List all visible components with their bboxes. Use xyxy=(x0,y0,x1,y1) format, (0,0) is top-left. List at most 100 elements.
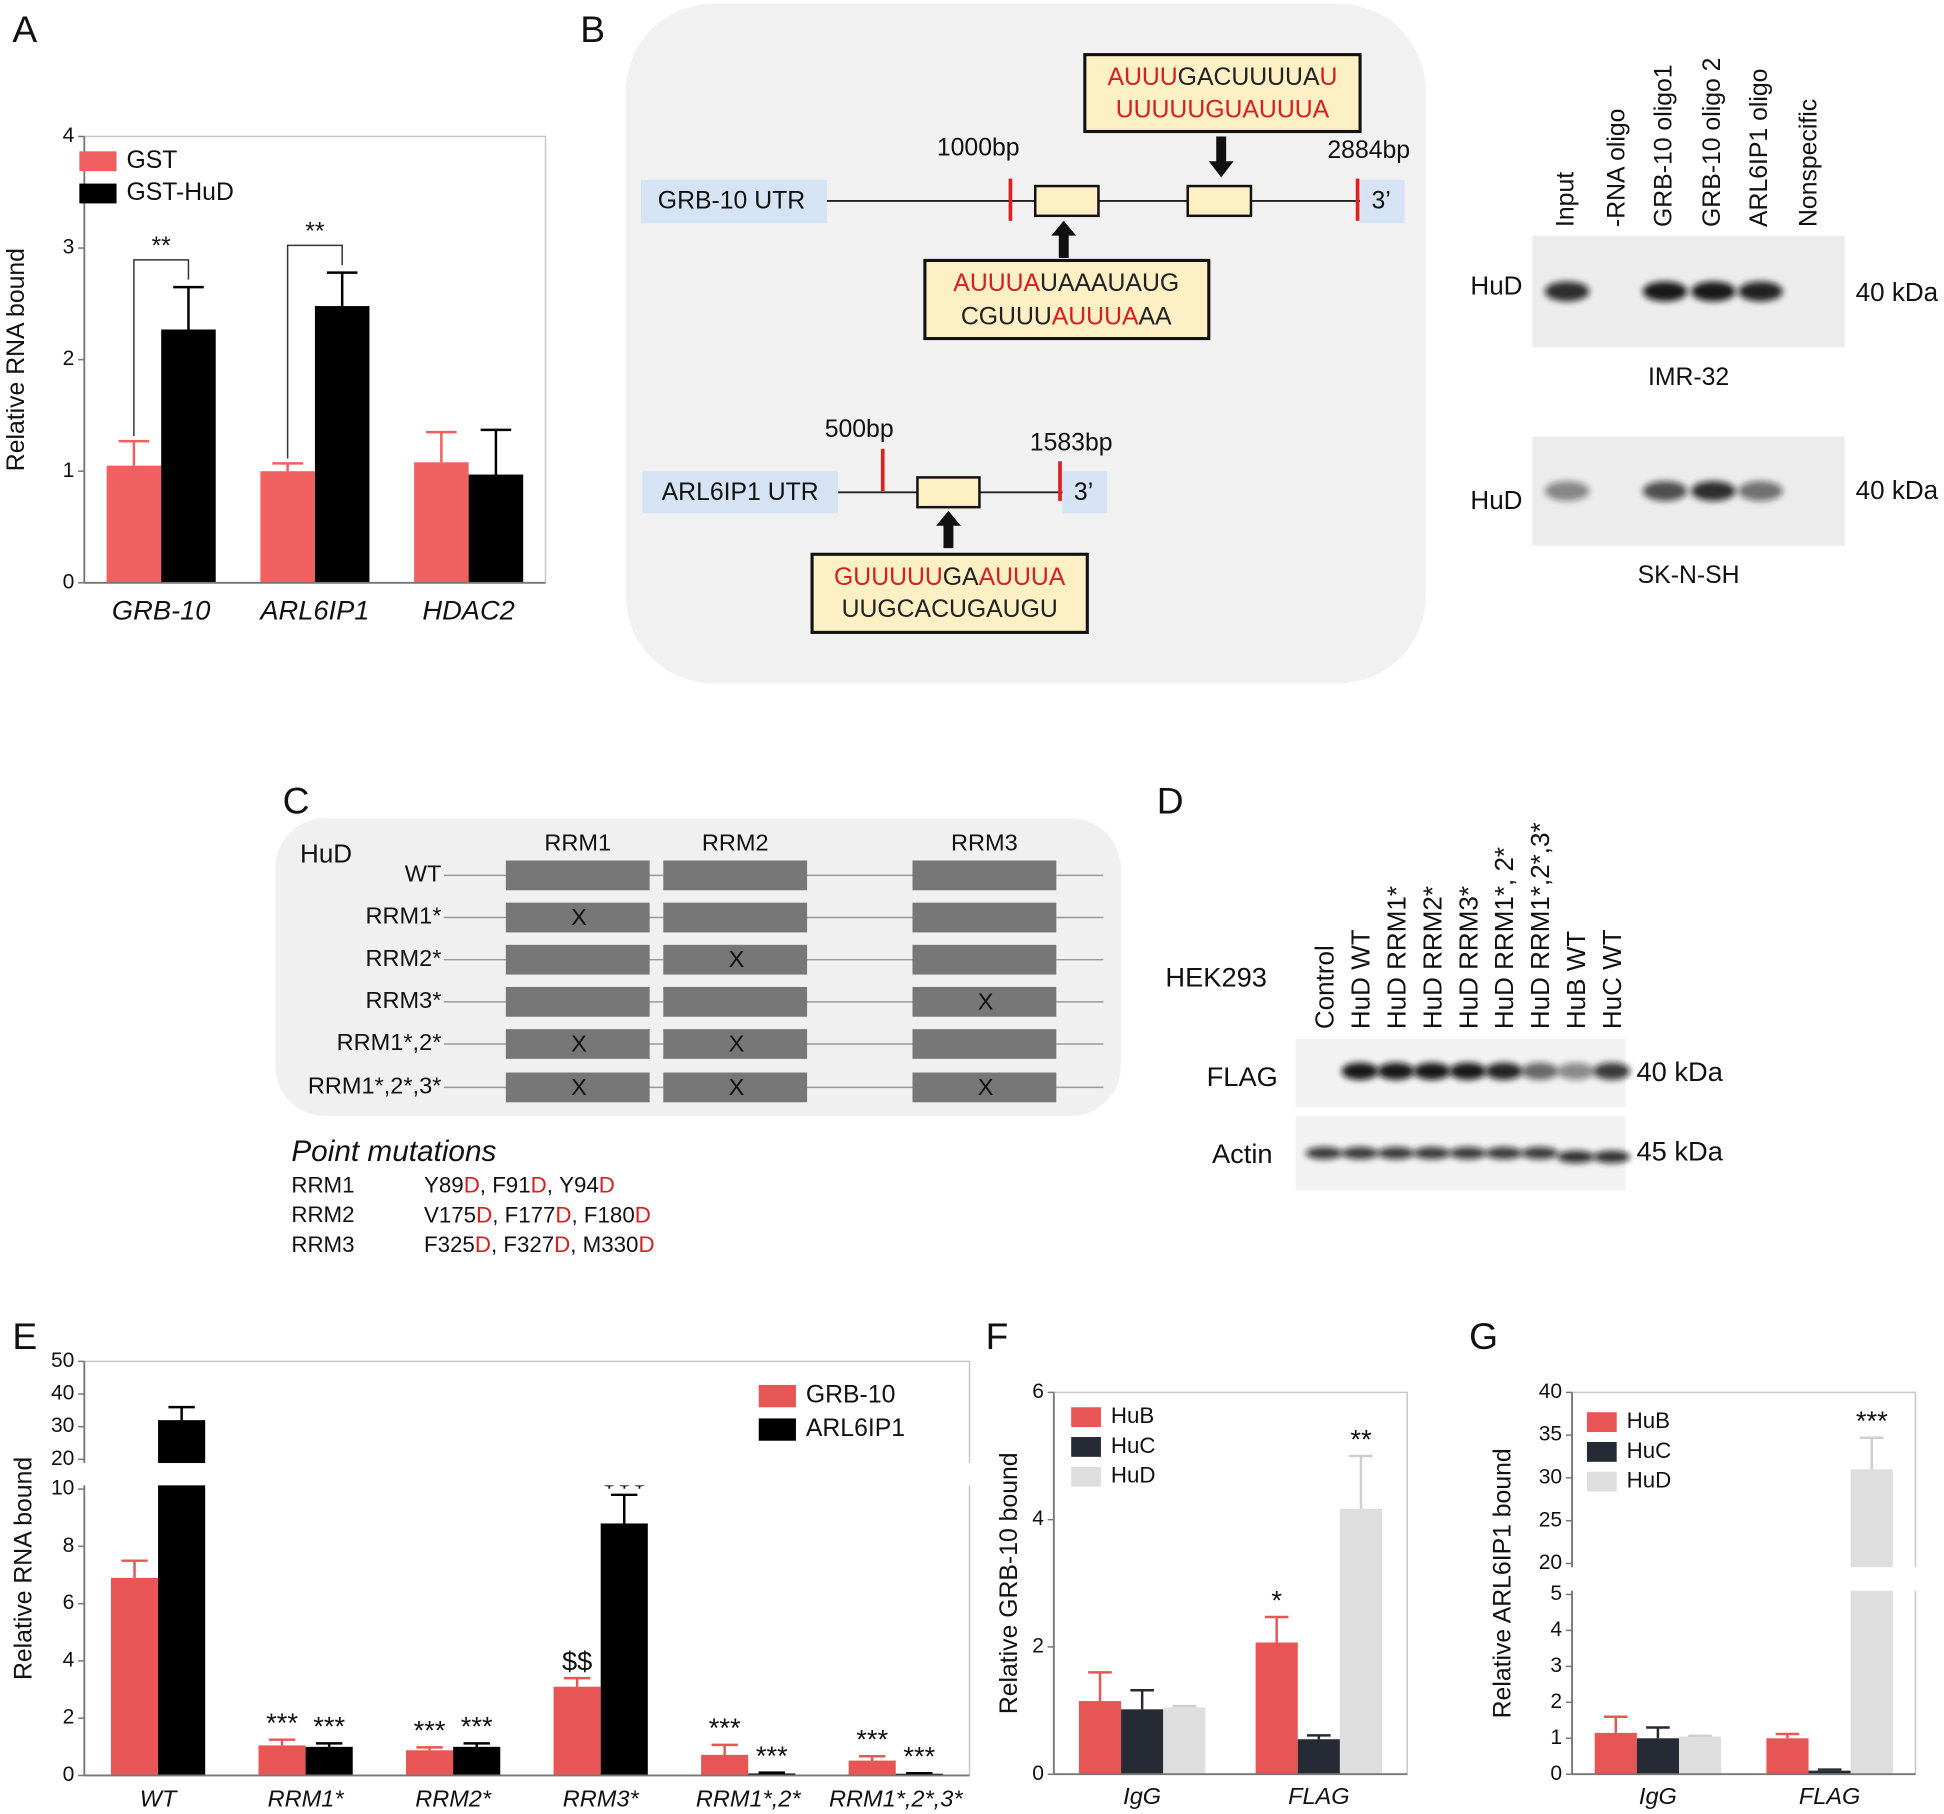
legend-swatch xyxy=(1586,1412,1617,1433)
blot-protein: HuD xyxy=(1470,485,1522,515)
sequence-segment: AUUUA xyxy=(1052,303,1139,330)
bar xyxy=(414,462,469,583)
mutation-separator: , xyxy=(570,1232,582,1257)
significance-label: ** xyxy=(152,233,172,260)
panel-label: A xyxy=(12,8,37,50)
blot-protein: HuD xyxy=(1470,271,1522,301)
axis-break xyxy=(1564,1567,1923,1591)
legend-label: GST-HuD xyxy=(126,179,233,206)
lane-label: Input xyxy=(1553,172,1580,227)
sequence-box xyxy=(1083,53,1362,134)
sequence: AUUUGACUUUUAU xyxy=(1107,64,1337,91)
mutation-residue: F327 xyxy=(503,1232,554,1257)
blot-band xyxy=(1485,1062,1523,1080)
y-tick-label: 30 xyxy=(1539,1465,1562,1488)
error-bar xyxy=(1264,1615,1289,1643)
utr-label: ARL6IP1 UTR xyxy=(662,479,819,506)
x-tick-label: GRB-10 xyxy=(112,595,211,626)
x-tick-label: FLAG xyxy=(1799,1783,1861,1809)
error-bar xyxy=(1603,1715,1628,1733)
position-label: 1000bp xyxy=(937,134,1020,161)
error-bar xyxy=(326,271,358,307)
error-bar xyxy=(118,439,150,466)
mutation-domain: RRM3 xyxy=(291,1232,354,1257)
lane-label: HuD RRM3* xyxy=(1453,886,1483,1029)
significance-label: * xyxy=(1271,1584,1282,1615)
error-bar xyxy=(426,430,457,463)
domain-box xyxy=(663,944,808,975)
legend-swatch xyxy=(79,183,117,204)
panel-b-background xyxy=(626,3,1426,684)
bar xyxy=(1255,1642,1298,1775)
blot-band xyxy=(1544,281,1590,302)
legend-label: HuC xyxy=(1111,1433,1156,1458)
blot-band xyxy=(1691,481,1736,501)
bar xyxy=(110,1577,159,1776)
sequence: UUUUUGUAUUUA xyxy=(1116,96,1330,123)
y-tick-label: 2 xyxy=(1550,1690,1562,1713)
y-tick-label: 25 xyxy=(1539,1508,1562,1531)
sequence-segment: UUGCACUGAUGU xyxy=(842,596,1058,623)
are-box xyxy=(1033,184,1100,218)
error-bar xyxy=(1349,1454,1373,1509)
legend-swatch xyxy=(758,1384,796,1408)
panel-label: F xyxy=(986,1315,1009,1357)
panel-label: E xyxy=(12,1315,37,1357)
utr-label-box xyxy=(640,179,827,224)
legend-label: HuB xyxy=(1111,1403,1154,1428)
lane-label: GRB-10 oligo1 xyxy=(1651,64,1678,227)
mutation-residue: F177 xyxy=(505,1202,556,1227)
y-tick-label: 0 xyxy=(63,570,75,593)
y-tick-label: 4 xyxy=(63,124,75,147)
blot-band xyxy=(1593,1062,1631,1080)
bar xyxy=(600,1523,648,1776)
y-tick-label: 30 xyxy=(51,1414,74,1437)
error-bar xyxy=(272,462,303,472)
mutation-mark: X xyxy=(729,1030,745,1056)
significance-label: *** xyxy=(313,1711,345,1742)
significance-label: *** xyxy=(856,1724,888,1755)
legend-label: HuD xyxy=(1627,1468,1672,1493)
panel-label: B xyxy=(580,8,605,50)
bar xyxy=(748,1773,796,1776)
legend-swatch xyxy=(1071,1407,1101,1428)
mutation-separator: , xyxy=(492,1202,504,1227)
y-tick-label: 35 xyxy=(1539,1423,1562,1446)
significance-bracket xyxy=(286,244,343,459)
lane-label: HuD RRM1*,2*,3* xyxy=(1525,822,1555,1029)
legend-swatch xyxy=(1071,1437,1101,1457)
utr-end-box xyxy=(1360,179,1405,224)
error-bar xyxy=(480,428,512,475)
legend-swatch xyxy=(1586,1441,1617,1462)
domain-box xyxy=(663,902,808,933)
bar xyxy=(553,1686,601,1776)
blot-protein: Actin xyxy=(1212,1138,1273,1169)
error-bar xyxy=(563,1676,591,1687)
construct-label: RRM1*,2* xyxy=(337,1029,442,1055)
blot-band xyxy=(1642,281,1688,302)
y-tick-label: 20 xyxy=(51,1447,74,1470)
sequence-segment: UAAAUAUG xyxy=(1040,270,1179,297)
arrow xyxy=(1051,220,1077,258)
panel-label: G xyxy=(1469,1315,1498,1357)
mutation-mark: X xyxy=(729,946,745,972)
lane-label: Nonspecific xyxy=(1796,99,1823,227)
blot-protein: FLAG xyxy=(1207,1061,1278,1092)
bar xyxy=(1808,1770,1851,1775)
x-tick-label: RRM2* xyxy=(415,1785,492,1811)
position-label: 2884bp xyxy=(1327,137,1410,164)
x-tick-label: RRM1* xyxy=(268,1785,345,1811)
y-tick-label: 0 xyxy=(63,1763,75,1786)
sequence-segment: AUUUA xyxy=(953,270,1040,297)
blot-size: 40 kDa xyxy=(1856,475,1939,505)
y-tick-label: 4 xyxy=(1550,1618,1562,1641)
blot-band xyxy=(1341,1146,1379,1160)
bar xyxy=(848,1760,896,1776)
blot-cell-line: SK-N-SH xyxy=(1638,562,1740,589)
sequence-segment: CGUUU xyxy=(961,303,1052,330)
domain-box xyxy=(505,986,650,1017)
y-tick-label: 2 xyxy=(63,347,75,370)
x-tick-label: ARL6IP1 xyxy=(258,595,369,626)
panel-label: C xyxy=(283,779,310,821)
